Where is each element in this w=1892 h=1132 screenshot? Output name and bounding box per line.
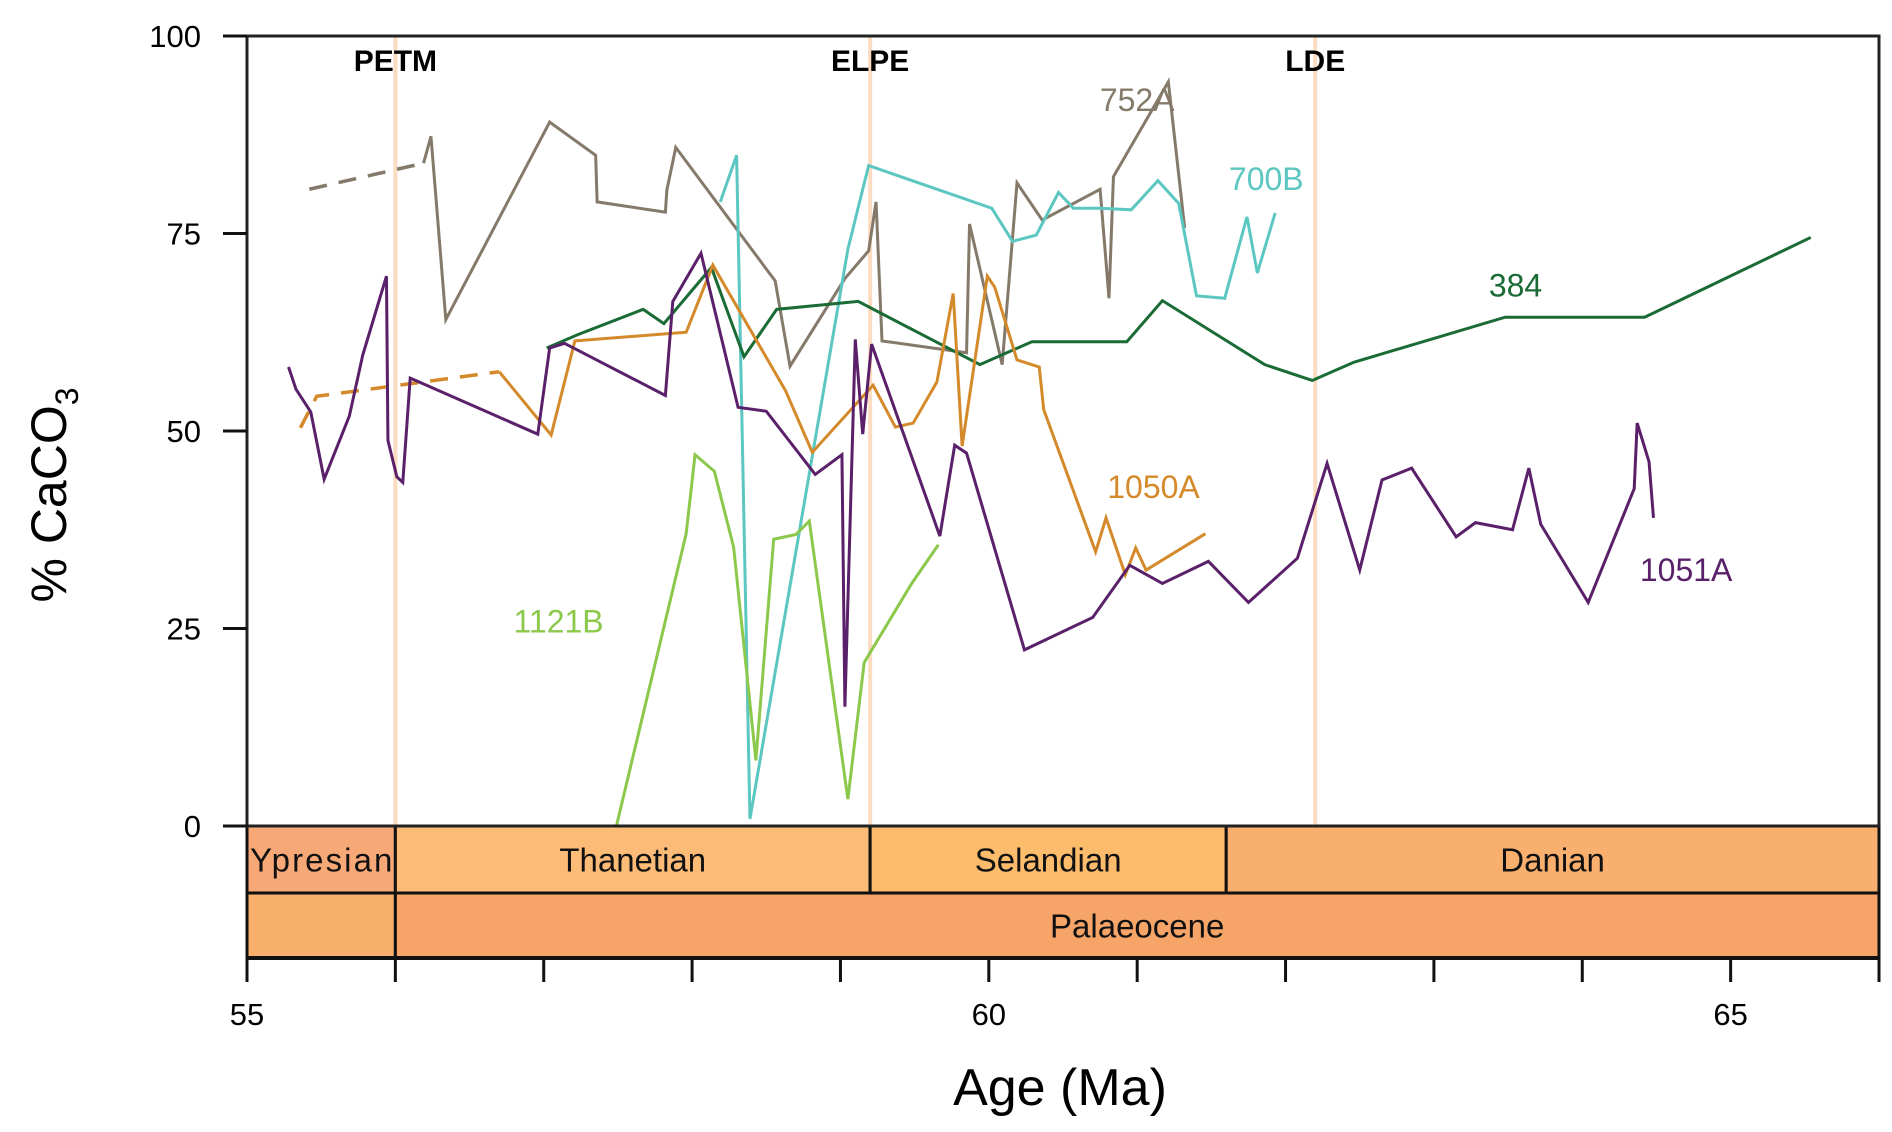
stage-label-danian: Danian <box>1500 842 1605 879</box>
epoch-box-unnamed <box>245 891 397 960</box>
series-700b-label: 700B <box>1229 161 1304 197</box>
epoch-box-palaeocene <box>393 891 1881 960</box>
plot-frame <box>245 34 1881 828</box>
series-labels: 752A 700B 384 1050A 1051A 1121B <box>513 82 1733 639</box>
stage-label-selandian: Selandian <box>975 842 1122 879</box>
series-752a-label: 752A <box>1100 82 1175 118</box>
x-tick-label: 55 <box>230 997 264 1032</box>
y-tick-label: 75 <box>167 217 201 252</box>
event-lines: PETM ELPE LDE <box>354 36 1345 826</box>
series-1050a-dashed-line <box>298 370 500 429</box>
y-axis-label: % CaCO3 <box>21 387 85 602</box>
series-1121b-label: 1121B <box>513 603 603 639</box>
series-lines <box>287 77 1812 827</box>
event-label-petm: PETM <box>354 45 437 78</box>
series-384-line <box>546 236 1812 383</box>
series-1121b-line <box>614 451 940 827</box>
event-label-lde: LDE <box>1285 45 1345 78</box>
series-752a-dashed-line <box>308 161 424 191</box>
epoch-label-palaeocene: Palaeocene <box>1050 908 1224 945</box>
axes: 0 25 50 75 100 55 60 65 <box>149 19 1881 1032</box>
series-752a-line <box>422 77 1187 371</box>
series-700b-line <box>718 154 1277 820</box>
series-1051a-line <box>287 249 1655 707</box>
series-384-label: 384 <box>1489 268 1542 304</box>
x-tick-label: 65 <box>1713 997 1747 1032</box>
x-axis-label: Age (Ma) <box>953 1059 1167 1117</box>
geologic-timescale: Ypresian Thanetian Selandian Danian Palaeoce… <box>245 824 1881 960</box>
y-tick-label: 25 <box>167 612 201 647</box>
event-label-elpe: ELPE <box>831 45 909 78</box>
stage-label-thanetian: Thanetian <box>559 842 706 879</box>
x-tick-label: 60 <box>972 997 1006 1032</box>
y-tick-label: 100 <box>149 19 201 54</box>
series-1051a-label: 1051A <box>1640 552 1733 588</box>
stage-label-ypresian: Ypresian <box>250 842 392 879</box>
y-tick-label: 50 <box>167 414 201 449</box>
series-1050a-label: 1050A <box>1107 469 1200 505</box>
series-1050a-line <box>498 261 1207 580</box>
y-tick-label: 0 <box>184 809 201 844</box>
